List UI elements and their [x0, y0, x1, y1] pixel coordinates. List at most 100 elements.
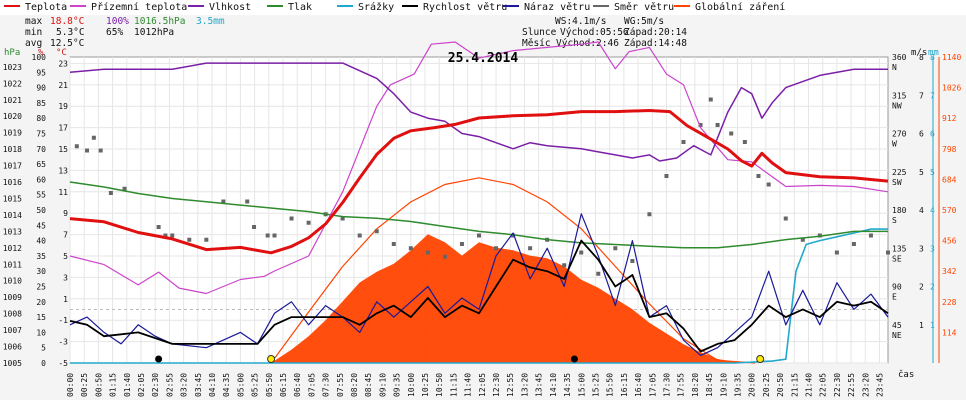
wind-direction-point: [98, 148, 103, 153]
sun-label: Slunce: [522, 27, 557, 38]
x-tick: 14:10: [549, 373, 558, 397]
wind-direction-point: [74, 144, 79, 149]
series-wind-speed: [69, 239, 889, 353]
x-tick: 05:25: [251, 373, 260, 397]
pressure-axis-tick: 1014: [3, 211, 22, 220]
humidity-axis-tick: 80: [36, 114, 46, 123]
humidity-axis-tick: 65: [36, 160, 46, 169]
x-tick: 20:00: [748, 373, 757, 397]
pressure-axis-tick: 1015: [3, 194, 22, 203]
moon-label: Měsíc: [522, 38, 551, 49]
wind-direction-point: [85, 148, 90, 153]
x-tick: 22:05: [819, 373, 828, 397]
legend-swatch: [267, 5, 283, 7]
wind-direction-point: [511, 233, 516, 238]
wind-direction-point: [391, 242, 396, 246]
radiation-tick: 114: [942, 328, 957, 337]
max-temp: 18.8°C: [50, 16, 85, 27]
wind-direction-point: [868, 233, 873, 238]
max-humidity: 100%: [106, 16, 129, 27]
wind-speed-tick: 1: [919, 321, 924, 330]
rain-axis-label: mm: [928, 48, 939, 58]
wind-direction-point: [272, 233, 277, 238]
legend-item: Vlhkost: [188, 2, 251, 14]
legend-label: Přízemní teplota: [91, 2, 188, 13]
legend-swatch: [337, 5, 353, 7]
x-tick: 20:50: [776, 373, 785, 397]
wind-direction-compass: NW: [892, 101, 902, 110]
x-tick: 02:30: [151, 373, 160, 397]
legend-item: Srážky: [337, 2, 394, 14]
legend-item: Náraz větru: [503, 2, 590, 14]
x-tick: 17:05: [648, 373, 657, 397]
wind-direction-point: [742, 140, 747, 144]
wind-direction-tick: 360: [892, 53, 907, 62]
wind-gust-stat: WG:5m/s: [624, 16, 665, 27]
wind-speed-tick: 8: [919, 53, 924, 62]
x-tick: 07:55: [336, 373, 345, 397]
radiation-tick: 342: [942, 267, 957, 276]
legend-label: Tlak: [288, 2, 313, 13]
humidity-axis-tick: 5: [41, 344, 46, 353]
x-tick: 12:30: [492, 373, 501, 397]
wind-direction-tick: 225: [892, 168, 907, 177]
rain-tick: 6: [930, 130, 935, 139]
event-marker: [155, 355, 163, 363]
x-tick: 18:20: [691, 373, 700, 397]
x-tick: 19:10: [719, 373, 728, 397]
wind-direction-point: [221, 199, 226, 204]
rain-tick: 5: [930, 168, 935, 177]
wind-direction-point: [163, 233, 168, 238]
wind-direction-tick: 135: [892, 244, 907, 253]
x-tick: 13:20: [520, 373, 529, 397]
wind-speed-tick: 5: [919, 168, 924, 177]
pressure-axis-tick: 1013: [3, 227, 22, 236]
wind-direction-point: [289, 216, 294, 221]
radiation-tick: 456: [942, 237, 957, 246]
series-humidity: [69, 62, 888, 162]
x-tick: 17:30: [662, 373, 671, 397]
rain-tick: 1: [930, 321, 935, 330]
min-temp: 5.3°C: [56, 27, 85, 38]
wind-direction-point: [715, 123, 720, 127]
x-tick: 17:55: [677, 373, 686, 397]
pressure-axis-tick: 1022: [3, 79, 22, 88]
x-tick: 03:45: [194, 373, 203, 397]
wind-direction-point: [708, 97, 713, 102]
humidity-axis-tick: 45: [36, 221, 46, 230]
radiation-tick: 912: [942, 114, 957, 123]
pressure-axis-label: hPa: [4, 48, 20, 58]
legend-swatch: [593, 5, 609, 7]
temperature-axis-tick: 23: [58, 59, 68, 68]
sunrise-marker: [267, 355, 276, 363]
legend-item: Přízemní teplota: [70, 2, 187, 14]
chart-title: 25.4.2014: [448, 51, 519, 66]
sun-rise: Východ:05:56: [560, 27, 629, 38]
min-pressure: 1012hPa: [134, 27, 175, 38]
legend-label: Srážky: [358, 2, 395, 13]
radiation-tick: 1026: [942, 84, 961, 93]
wind-direction-point: [245, 199, 250, 204]
pressure-axis-tick: 1019: [3, 129, 22, 138]
rain-tick: 8: [930, 53, 935, 62]
wind-direction-point: [579, 250, 584, 255]
humidity-axis-tick: 75: [36, 130, 46, 139]
wind-direction-point: [170, 233, 175, 238]
wind-direction-point: [108, 191, 113, 195]
x-tick: 00:00: [66, 373, 75, 397]
x-tick: 09:10: [378, 373, 387, 397]
legend-swatch: [188, 5, 204, 7]
wind-direction-point: [477, 233, 481, 238]
x-tick: 11:15: [449, 373, 458, 397]
pressure-axis-tick: 1009: [3, 293, 22, 302]
avg-label: avg: [25, 38, 43, 49]
pressure-axis-tick: 1008: [3, 310, 22, 319]
temperature-axis-tick: 11: [58, 188, 68, 197]
x-tick: 02:05: [137, 373, 146, 397]
x-tick: 08:20: [350, 373, 359, 397]
wind-direction-compass: SW: [892, 178, 902, 187]
x-tick: 12:55: [506, 373, 515, 397]
wind-direction-point: [630, 259, 635, 263]
wind-direction-point: [265, 233, 270, 238]
